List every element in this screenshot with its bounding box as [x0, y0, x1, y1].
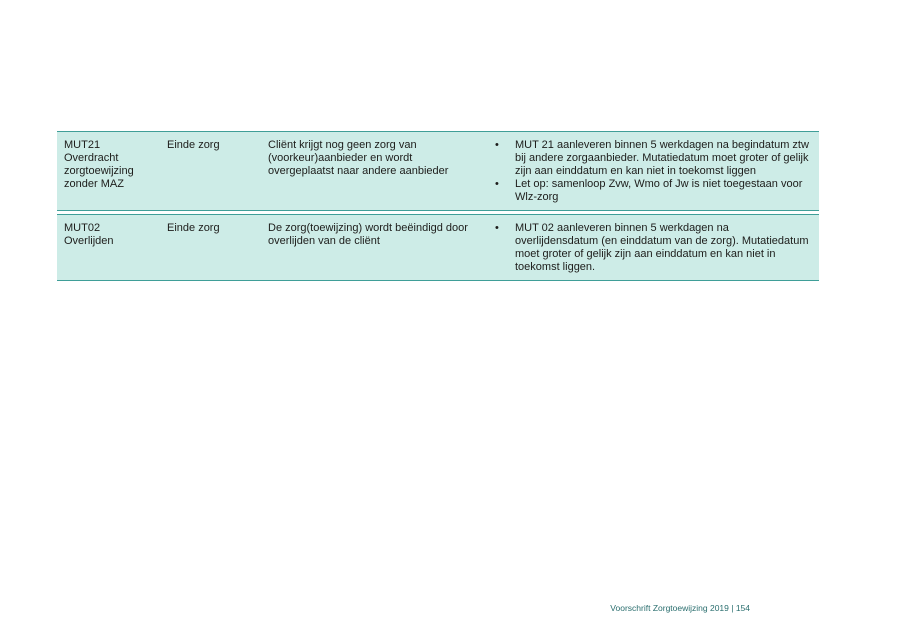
phase-label: Einde zorg — [167, 222, 220, 234]
cell-rules: • MUT 21 aanleveren binnen 5 werkdagen n… — [481, 132, 819, 210]
cell-rules: • MUT 02 aanleveren binnen 5 werkdagen n… — [481, 215, 819, 280]
mutation-code-line: Overlijden — [64, 235, 114, 247]
rule-bullet: • MUT 21 aanleveren binnen 5 werkdagen n… — [488, 139, 813, 178]
description-text: Cliënt krijgt nog geen zorg van (voorkeu… — [268, 139, 449, 177]
mutation-codes-table: MUT21 Overdracht zorgtoewijzing zonder M… — [57, 131, 819, 281]
rules-bullet-list: • MUT 02 aanleveren binnen 5 werkdagen n… — [488, 222, 813, 274]
rule-text: MUT 21 aanleveren binnen 5 werkdagen na … — [515, 139, 809, 177]
cell-description: Cliënt krijgt nog geen zorg van (voorkeu… — [261, 132, 481, 210]
phase-label: Einde zorg — [167, 139, 220, 151]
rule-text: MUT 02 aanleveren binnen 5 werkdagen na … — [515, 222, 809, 273]
cell-mutation-code: MUT02 Overlijden — [57, 215, 160, 280]
cell-mutation-code: MUT21 Overdracht zorgtoewijzing zonder M… — [57, 132, 160, 210]
mutation-code-line: zonder MAZ — [64, 178, 124, 190]
mutation-code-line: Overdracht — [64, 152, 119, 164]
rule-bullet: • Let op: samenloop Zvw, Wmo of Jw is ni… — [488, 178, 813, 204]
page-footer: Voorschrift Zorgtoewijzing 2019 | 154 — [610, 603, 750, 613]
mutation-code-line: zorgtoewijzing — [64, 165, 134, 177]
rule-bullet: • MUT 02 aanleveren binnen 5 werkdagen n… — [488, 222, 813, 274]
bullet-icon: • — [495, 222, 499, 234]
cell-phase: Einde zorg — [160, 215, 261, 280]
bullet-icon: • — [495, 139, 499, 151]
bullet-icon: • — [495, 178, 499, 190]
rules-bullet-list: • MUT 21 aanleveren binnen 5 werkdagen n… — [488, 139, 813, 204]
mutation-code-line: MUT02 — [64, 222, 101, 234]
cell-phase: Einde zorg — [160, 132, 261, 210]
table-row: MUT02 Overlijden Einde zorg De zorg(toew… — [57, 214, 819, 281]
cell-description: De zorg(toewijzing) wordt beëindigd door… — [261, 215, 481, 280]
mutation-code-line: MUT21 — [64, 139, 101, 151]
rule-text: Let op: samenloop Zvw, Wmo of Jw is niet… — [515, 178, 803, 203]
description-text: De zorg(toewijzing) wordt beëindigd door… — [268, 222, 468, 247]
table-row: MUT21 Overdracht zorgtoewijzing zonder M… — [57, 131, 819, 211]
